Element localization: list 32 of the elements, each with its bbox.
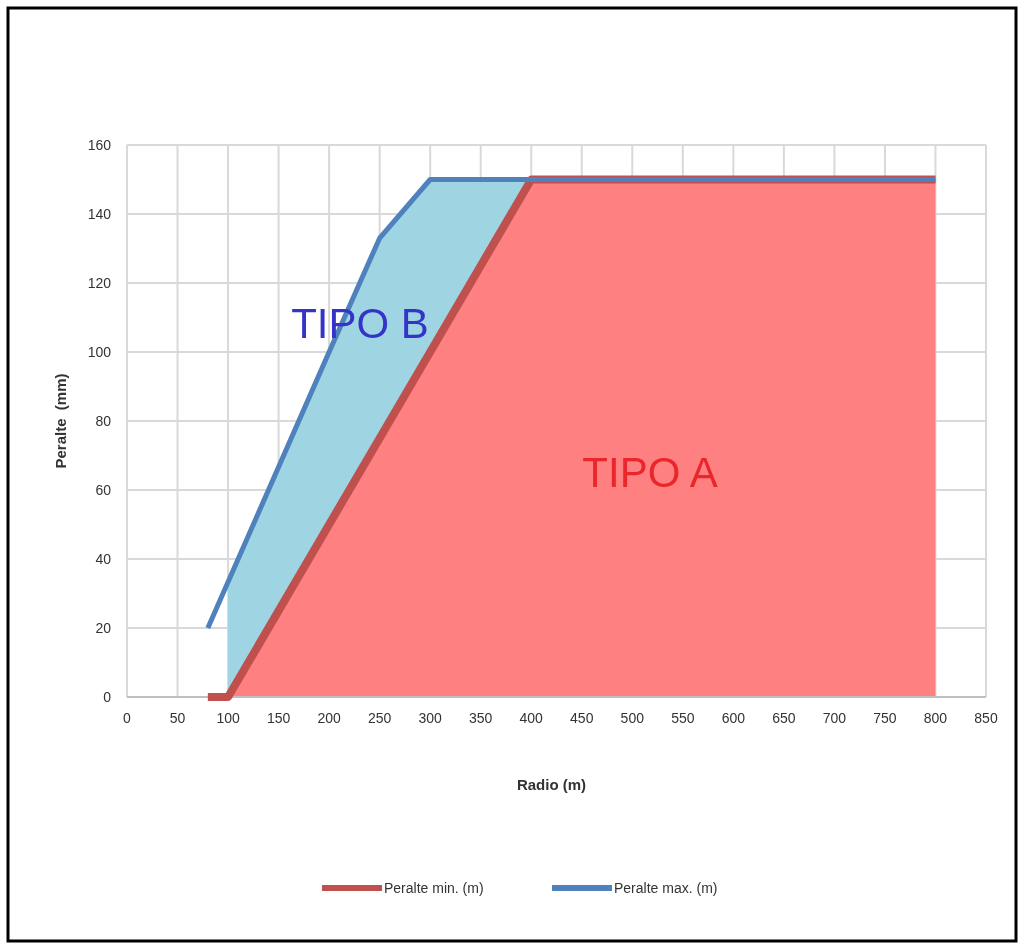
y-tick-label: 120 — [87, 275, 112, 291]
x-tick-label: 450 — [570, 710, 594, 726]
x-tick-label: 600 — [721, 710, 746, 726]
x-tick-label: 700 — [822, 710, 847, 726]
x-tick-label: 200 — [317, 710, 342, 726]
x-tick-label: 250 — [367, 710, 392, 726]
x-tick-label: 100 — [216, 710, 240, 726]
y-tick-label: 80 — [95, 413, 112, 429]
x-tick-label: 300 — [418, 710, 443, 726]
x-tick-label: 550 — [671, 710, 695, 726]
x-tick-label: 850 — [974, 710, 998, 726]
x-tick-label: 750 — [873, 710, 897, 726]
x-tick-label: 150 — [266, 710, 291, 726]
annotation: TIPO A — [582, 449, 718, 496]
x-tick-label: 0 — [123, 710, 132, 726]
y-tick-label: 140 — [87, 206, 112, 222]
y-tick-label: 0 — [103, 689, 112, 705]
x-tick-label: 350 — [469, 710, 493, 726]
y-tick-label: 60 — [95, 482, 112, 498]
x-axis-title: Radio (m) — [516, 776, 587, 793]
x-tick-label: 500 — [620, 710, 645, 726]
x-tick-label: 400 — [519, 710, 544, 726]
x-tick-label: 650 — [772, 710, 796, 726]
y-tick-label: 20 — [95, 620, 112, 636]
y-tick-label: 40 — [95, 551, 112, 567]
y-axis-title: Peralte (mm) — [52, 373, 69, 469]
x-tick-label: 800 — [923, 710, 948, 726]
legend-label: Peralte max. (m) — [614, 880, 718, 896]
legend-label: Peralte min. (m) — [384, 880, 484, 896]
x-tick-label: 50 — [169, 710, 186, 726]
y-tick-label: 160 — [87, 137, 112, 153]
y-tick-label: 100 — [87, 344, 112, 360]
